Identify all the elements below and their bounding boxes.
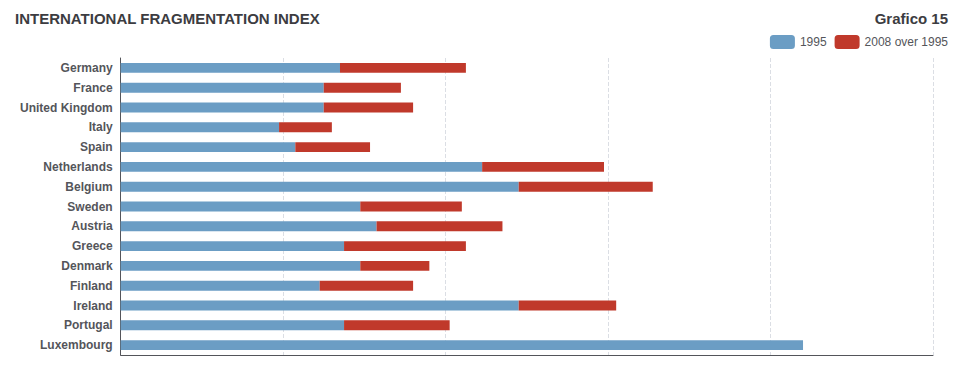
svg-text:France: France bbox=[73, 81, 113, 95]
svg-text:2008 over 1995: 2008 over 1995 bbox=[865, 35, 949, 49]
svg-text:1995: 1995 bbox=[800, 35, 827, 49]
svg-text:Ireland: Ireland bbox=[73, 299, 112, 313]
svg-text:United Kingdom: United Kingdom bbox=[20, 101, 113, 115]
svg-text:Germany: Germany bbox=[61, 61, 113, 75]
svg-text:Finland: Finland bbox=[70, 279, 113, 293]
svg-text:INTERNATIONAL FRAGMENTATION IN: INTERNATIONAL FRAGMENTATION INDEX bbox=[15, 10, 320, 27]
svg-text:Belgium: Belgium bbox=[65, 180, 112, 194]
svg-text:Austria: Austria bbox=[71, 219, 113, 233]
svg-text:Netherlands: Netherlands bbox=[43, 160, 113, 174]
svg-text:Portugal: Portugal bbox=[64, 318, 113, 332]
svg-text:Greece: Greece bbox=[72, 239, 113, 253]
svg-text:Luxembourg: Luxembourg bbox=[40, 338, 113, 352]
svg-text:Sweden: Sweden bbox=[67, 200, 112, 214]
svg-text:Denmark: Denmark bbox=[61, 259, 113, 273]
svg-text:Spain: Spain bbox=[80, 140, 113, 154]
svg-text:Grafico 15: Grafico 15 bbox=[875, 10, 948, 27]
svg-text:Italy: Italy bbox=[89, 120, 113, 134]
